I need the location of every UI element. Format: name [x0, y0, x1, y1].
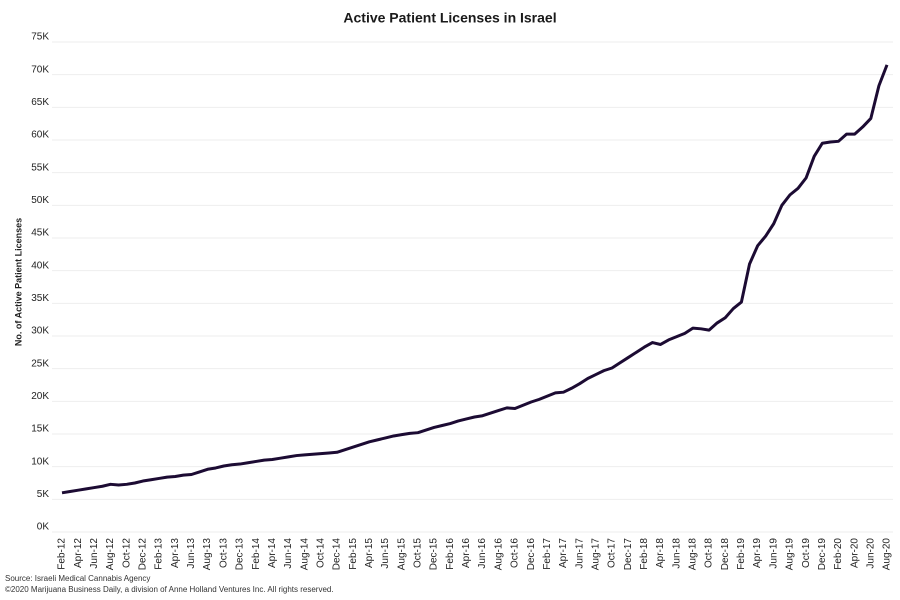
- x-tick-label: Jun-12: [89, 538, 100, 569]
- x-tick-label: Oct-12: [121, 538, 132, 568]
- y-axis-label: No. of Active Patient Licenses: [13, 218, 23, 346]
- x-tick-label: Apr-12: [73, 538, 84, 568]
- x-tick-label: Oct-15: [413, 538, 424, 568]
- x-tick-label: Feb-18: [639, 538, 650, 570]
- y-tick-label: 0K: [37, 522, 50, 533]
- x-tick-label: Oct-19: [801, 538, 812, 568]
- x-tick-label: Jun-15: [380, 538, 391, 569]
- x-tick-label: Apr-19: [752, 538, 763, 568]
- x-tick-label: Apr-20: [849, 538, 860, 568]
- chart-title: Active Patient Licenses in Israel: [343, 10, 556, 26]
- x-tick-label: Jun-16: [477, 538, 488, 569]
- x-tick-label: Aug-15: [396, 538, 407, 571]
- x-tick-label: Feb-19: [736, 538, 747, 570]
- source-note: Source: Israeli Medical Cannabis Agency: [5, 574, 150, 583]
- x-tick-label: Aug-20: [882, 538, 893, 571]
- x-tick-label: Dec-13: [235, 538, 246, 571]
- x-tick-label: Feb-16: [445, 538, 456, 570]
- y-tick-label: 40K: [31, 260, 49, 271]
- x-tick-label: Feb-14: [251, 538, 262, 570]
- x-tick-label: Dec-17: [623, 538, 634, 571]
- x-tick-label: Oct-17: [607, 538, 618, 568]
- x-tick-label: Oct-16: [510, 538, 521, 568]
- x-tick-label: Aug-16: [493, 538, 504, 571]
- y-tick-label: 30K: [31, 326, 49, 337]
- y-tick-label: 20K: [31, 391, 49, 402]
- x-tick-label: Apr-14: [267, 538, 278, 568]
- x-tick-label: Apr-16: [461, 538, 472, 568]
- x-tick-label: Jun-13: [186, 538, 197, 569]
- x-tick-label: Feb-12: [57, 538, 68, 570]
- y-tick-label: 65K: [31, 97, 49, 108]
- x-tick-label: Feb-20: [833, 538, 844, 570]
- x-tick-label: Aug-17: [590, 538, 601, 571]
- y-tick-label: 45K: [31, 228, 49, 239]
- x-tick-label: Dec-16: [526, 538, 537, 571]
- x-tick-label: Oct-14: [315, 538, 326, 568]
- data-line: [61, 64, 889, 495]
- x-tick-label: Jun-20: [865, 538, 876, 569]
- x-tick-label: Aug-18: [688, 538, 699, 571]
- x-tick-label: Oct-13: [218, 538, 229, 568]
- y-tick-label: 60K: [31, 130, 49, 141]
- x-tick-label: Jun-14: [283, 538, 294, 569]
- copyright-note: ©2020 Marijuana Business Daily, a divisi…: [5, 585, 334, 594]
- y-tick-label: 10K: [31, 456, 49, 467]
- x-tick-label: Feb-15: [348, 538, 359, 570]
- x-tick-label: Dec-12: [138, 538, 149, 571]
- x-tick-label: Aug-14: [299, 538, 310, 571]
- x-tick-label: Apr-18: [655, 538, 666, 568]
- x-tick-label: Jun-17: [574, 538, 585, 569]
- y-tick-label: 35K: [31, 293, 49, 304]
- x-tick-label: Apr-15: [364, 538, 375, 568]
- x-tick-label: Dec-14: [332, 538, 343, 571]
- y-tick-label: 25K: [31, 358, 49, 369]
- x-tick-label: Oct-18: [704, 538, 715, 568]
- x-tick-label: Dec-19: [817, 538, 828, 571]
- x-tick-label: Feb-13: [154, 538, 165, 570]
- x-tick-label: Aug-12: [105, 538, 116, 571]
- y-tick-label: 50K: [31, 195, 49, 206]
- x-tick-label: Apr-13: [170, 538, 181, 568]
- x-tick-label: Feb-17: [542, 538, 553, 570]
- x-tick-label: Jun-19: [768, 538, 779, 569]
- y-tick-label: 75K: [31, 32, 49, 43]
- y-tick-label: 55K: [31, 162, 49, 173]
- y-tick-label: 70K: [31, 64, 49, 75]
- x-tick-label: Aug-13: [202, 538, 213, 571]
- x-tick-label: Dec-15: [429, 538, 440, 571]
- y-tick-label: 15K: [31, 424, 49, 435]
- x-tick-label: Aug-19: [785, 538, 796, 571]
- x-tick-label: Apr-17: [558, 538, 569, 568]
- y-tick-label: 5K: [37, 489, 50, 500]
- x-tick-label: Jun-18: [671, 538, 682, 569]
- x-tick-label: Dec-18: [720, 538, 731, 571]
